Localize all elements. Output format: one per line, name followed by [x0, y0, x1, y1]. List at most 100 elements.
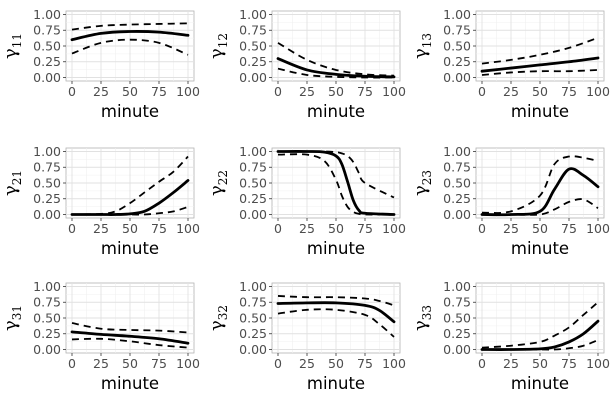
x-tick-label: 25 — [93, 221, 109, 236]
y-axis-title: γ13 — [410, 33, 434, 59]
y-tick-label: 1.00 — [239, 144, 267, 159]
y-axis-symbol: γ — [0, 185, 21, 196]
x-axis-title: minute — [511, 374, 569, 393]
x-tick-label: 100 — [176, 356, 200, 371]
y-tick-label: 0.00 — [239, 342, 267, 357]
y-axis-symbol: γ — [410, 320, 431, 331]
y-axis-title: γ31 — [0, 305, 24, 331]
y-axis-subscript: 12 — [216, 33, 230, 48]
y-axis-symbol: γ — [0, 48, 21, 59]
x-tick-label: 0 — [68, 356, 76, 371]
x-tick-label: 25 — [299, 356, 315, 371]
y-tick-label: 0.50 — [239, 310, 267, 325]
y-tick-label: 0.50 — [443, 310, 471, 325]
y-axis-title: γ32 — [206, 305, 230, 331]
y-tick-label: 0.00 — [239, 70, 267, 85]
x-tick-label: 25 — [503, 221, 519, 236]
y-tick-label: 1.00 — [33, 144, 61, 159]
x-tick-label: 75 — [357, 356, 373, 371]
x-tick-label: 25 — [93, 356, 109, 371]
x-axis-title: minute — [307, 102, 365, 121]
series-line-lower — [277, 67, 395, 79]
x-tick-label: 100 — [176, 84, 200, 99]
x-tick-label: 0 — [274, 221, 282, 236]
y-tick-label: 0.00 — [33, 207, 61, 222]
series-line-upper — [278, 150, 395, 199]
x-axis-title: minute — [101, 374, 159, 393]
x-tick-label: 0 — [274, 84, 282, 99]
y-tick-label: 0.00 — [443, 207, 471, 222]
y-tick-label: 0.75 — [443, 160, 471, 175]
y-axis-title: γ23 — [410, 170, 434, 196]
x-tick-label: 50 — [328, 84, 344, 99]
series-line-lower — [71, 38, 189, 56]
y-axis-subscript: 32 — [216, 305, 230, 320]
x-tick-label: 0 — [478, 84, 486, 99]
y-tick-label: 0.25 — [239, 326, 267, 341]
y-tick-label: 0.50 — [443, 175, 471, 190]
y-tick-label: 0.25 — [443, 191, 471, 206]
x-tick-label: 25 — [503, 356, 519, 371]
x-tick-label: 50 — [328, 221, 344, 236]
y-tick-label: 0.25 — [239, 54, 267, 69]
y-tick-label: 0.50 — [443, 38, 471, 53]
series-line-lower — [277, 153, 395, 216]
x-tick-label: 0 — [478, 221, 486, 236]
y-axis-symbol: γ — [206, 48, 227, 59]
series-line-upper — [481, 301, 599, 349]
x-tick-label: 25 — [93, 84, 109, 99]
x-tick-label: 100 — [382, 356, 406, 371]
y-axis-title: γ11 — [0, 33, 24, 59]
y-tick-label: 0.50 — [33, 310, 61, 325]
x-tick-label: 100 — [586, 356, 610, 371]
y-tick-label: 0.75 — [239, 23, 267, 38]
y-tick-label: 0.75 — [239, 160, 267, 175]
y-tick-label: 0.50 — [33, 38, 61, 53]
series-line-upper — [277, 42, 395, 77]
x-tick-label: 50 — [122, 84, 138, 99]
y-tick-label: 0.25 — [239, 191, 267, 206]
panel-12: 0 25 50 75 100 0.000.250.500.751.00 minute γ12 — [206, 7, 406, 121]
series-line-upper — [277, 295, 395, 307]
y-axis-subscript: 33 — [420, 305, 434, 320]
x-tick-label: 0 — [68, 221, 76, 236]
y-axis-subscript: 22 — [216, 170, 230, 185]
x-tick-label: 25 — [299, 221, 315, 236]
series-line-lower — [481, 198, 599, 216]
y-tick-label: 0.75 — [33, 23, 61, 38]
y-tick-label: 1.00 — [239, 7, 267, 22]
y-axis-symbol: γ — [0, 320, 21, 331]
y-tick-label: 1.00 — [443, 7, 471, 22]
x-axis-title: minute — [511, 239, 569, 258]
series-line-upper — [481, 155, 599, 214]
y-axis-title: γ22 — [206, 170, 230, 196]
x-tick-label: 0 — [68, 84, 76, 99]
y-axis-symbol: γ — [206, 320, 227, 331]
y-tick-label: 1.00 — [443, 144, 471, 159]
x-tick-label: 25 — [299, 84, 315, 99]
y-tick-label: 0.50 — [239, 175, 267, 190]
series-line-estimate — [70, 330, 190, 345]
y-tick-label: 0.00 — [443, 342, 471, 357]
series-line-estimate — [480, 56, 600, 73]
panel-13: 0 25 50 75 100 0.000.250.500.751.00 minute γ13 — [410, 7, 610, 121]
x-tick-label: 100 — [586, 84, 610, 99]
series-line-lower — [71, 337, 189, 349]
y-tick-label: 0.00 — [33, 70, 61, 85]
x-tick-label: 0 — [274, 356, 282, 371]
panel-22: 0 25 50 75 100 0.000.250.500.751.00 minute γ22 — [206, 144, 406, 258]
x-tick-label: 100 — [382, 84, 406, 99]
x-tick-label: 50 — [532, 84, 548, 99]
x-tick-label: 50 — [532, 221, 548, 236]
x-tick-label: 50 — [122, 221, 138, 236]
y-tick-label: 0.75 — [443, 295, 471, 310]
y-tick-label: 0.75 — [239, 295, 267, 310]
y-tick-label: 0.75 — [33, 295, 61, 310]
y-axis-subscript: 13 — [420, 33, 434, 48]
x-tick-label: 50 — [122, 356, 138, 371]
panel-21: 0 25 50 75 100 0.000.250.500.751.00 minute γ21 — [0, 144, 200, 258]
x-tick-label: 100 — [586, 221, 610, 236]
x-axis-title: minute — [307, 239, 365, 258]
panel-33: 0 25 50 75 100 0.000.250.500.751.00 minute γ33 — [410, 279, 610, 393]
x-tick-label: 75 — [561, 221, 577, 236]
